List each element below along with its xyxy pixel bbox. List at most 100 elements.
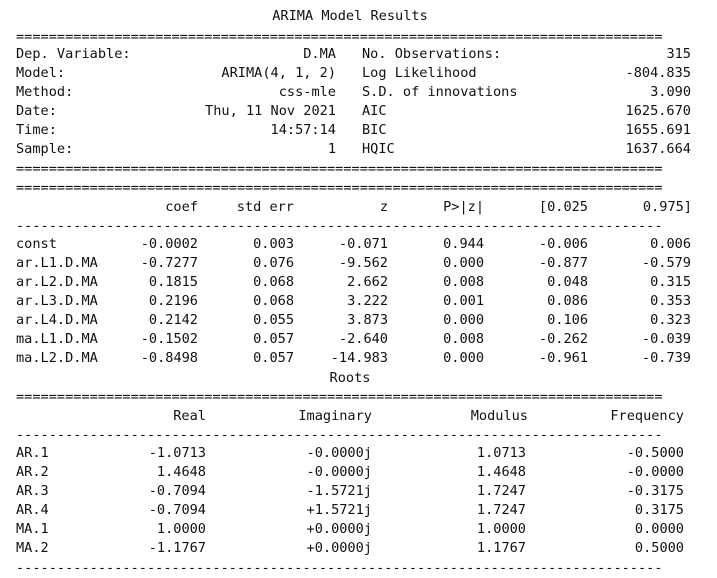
ci-high-value: 0.315 <box>650 274 691 290</box>
summary-row: Sample: 1 HQIC 1637.664 <box>0 140 717 159</box>
z-value: 3.873 <box>347 312 388 328</box>
ci-high-value: -0.739 <box>641 350 691 366</box>
root-modulus-value: 1.7247 <box>476 483 526 499</box>
coef-row-name: ar.L4.D.MA <box>16 312 98 328</box>
summary-row: Model: ARIMA(4, 1, 2) Log Likelihood -804.8… <box>0 64 717 83</box>
coef-row-name: ma.L1.D.MA <box>16 331 98 347</box>
root-row-name: AR.2 <box>16 464 49 480</box>
root-row-name: AR.3 <box>16 483 49 499</box>
ci-low-value: 0.048 <box>547 274 588 290</box>
z-value: 2.662 <box>347 274 388 290</box>
p-value: 0.944 <box>443 236 484 252</box>
summary-left-label: Time: <box>16 122 57 138</box>
root-imag-value: +0.0000j <box>306 521 372 537</box>
root-real-value: 1.0000 <box>156 521 206 537</box>
p-value: 0.000 <box>443 350 484 366</box>
root-modulus-value: 1.0000 <box>476 521 526 537</box>
coef-value: -0.1502 <box>140 331 198 347</box>
root-real-value: 1.4648 <box>156 464 206 480</box>
roots-header-row: Real Imaginary Modulus Frequency <box>0 407 717 426</box>
coef-value: 0.1815 <box>148 274 198 290</box>
coef-table-row: ar.L1.D.MA -0.7277 0.076 -9.562 0.000 -0.877 -… <box>0 254 717 273</box>
roots-header-single-rule: ----------------------------------------… <box>16 427 663 443</box>
root-frequency-value: -0.5000 <box>626 445 684 461</box>
coef-header-ci-high: 0.975] <box>642 199 692 215</box>
summary-bottom-double-rule: ========================================… <box>16 161 663 177</box>
coef-row-name: const <box>16 236 57 252</box>
coef-header-stderr: std err <box>236 199 294 215</box>
coef-row-name: ma.L2.D.MA <box>16 350 98 366</box>
coef-table-row: ar.L3.D.MA 0.2196 0.068 3.222 0.001 0.086 0.35… <box>0 292 717 311</box>
coef-value: 0.2142 <box>148 312 198 328</box>
coef-table-row: ma.L2.D.MA -0.8498 0.057 -14.983 0.000 -0.961… <box>0 349 717 368</box>
coef-header-pvalue: P>|z| <box>443 199 484 215</box>
summary-right-label: HQIC <box>362 141 395 157</box>
coef-row-name: ar.L3.D.MA <box>16 293 98 309</box>
ci-low-value: 0.106 <box>547 312 588 328</box>
results-title: ARIMA Model Results <box>272 8 428 24</box>
top-double-rule: ========================================… <box>16 29 663 45</box>
p-value: 0.008 <box>443 331 484 347</box>
root-imag-value: -0.0000j <box>306 464 372 480</box>
stderr-value: 0.057 <box>253 331 294 347</box>
root-modulus-value: 1.1767 <box>476 540 526 556</box>
ci-low-value: -0.877 <box>538 255 588 271</box>
root-imag-value: -0.0000j <box>306 445 372 461</box>
root-real-value: -0.7094 <box>148 483 206 499</box>
stderr-value: 0.003 <box>253 236 294 252</box>
coef-value: -0.0002 <box>140 236 198 252</box>
p-value: 0.008 <box>443 274 484 290</box>
summary-right-label: S.D. of innovations <box>362 84 518 100</box>
coef-row-name: ar.L2.D.MA <box>16 274 98 290</box>
coef-row-name: ar.L1.D.MA <box>16 255 98 271</box>
z-value: -0.071 <box>338 236 388 252</box>
stderr-value: 0.076 <box>253 255 294 271</box>
root-imag-value: -1.5721j <box>306 483 372 499</box>
coef-header-coef: coef <box>165 199 198 215</box>
root-frequency-value: 0.0000 <box>634 521 684 537</box>
stderr-value: 0.068 <box>253 293 294 309</box>
root-row-name: MA.1 <box>16 521 49 537</box>
root-row-name: AR.1 <box>16 445 49 461</box>
ci-low-value: 0.086 <box>547 293 588 309</box>
root-modulus-value: 1.4648 <box>476 464 526 480</box>
summary-left-value: 14:57:14 <box>270 122 336 138</box>
root-frequency-value: 0.3175 <box>634 502 684 518</box>
coef-table-row: ar.L4.D.MA 0.2142 0.055 3.873 0.000 0.106 0.32… <box>0 311 717 330</box>
ci-high-value: 0.323 <box>650 312 691 328</box>
ci-high-value: 0.353 <box>650 293 691 309</box>
coef-table-row: const -0.0002 0.003 -0.071 0.944 -0.006 0.006 <box>0 235 717 254</box>
root-real-value: -1.1767 <box>148 540 206 556</box>
summary-right-value: 1625.670 <box>625 103 691 119</box>
roots-header-frequency: Frequency <box>610 408 684 424</box>
root-real-value: -1.0713 <box>148 445 206 461</box>
root-modulus-value: 1.7247 <box>476 502 526 518</box>
summary-row: Dep. Variable: D.MA No. Observations: 315 <box>0 45 717 64</box>
roots-top-double-rule: ========================================… <box>16 389 663 405</box>
roots-table-row: AR.3 -0.7094 -1.5721j 1.7247 -0.3175 <box>0 482 717 501</box>
summary-left-value: css-mle <box>278 84 336 100</box>
ci-high-value: -0.039 <box>641 331 691 347</box>
p-value: 0.000 <box>443 312 484 328</box>
root-real-value: -0.7094 <box>148 502 206 518</box>
z-value: -9.562 <box>338 255 388 271</box>
summary-left-label: Method: <box>16 84 74 100</box>
coef-header-ci-low: [0.025 <box>538 199 588 215</box>
summary-left-value: ARIMA(4, 1, 2) <box>221 65 336 81</box>
z-value: -2.640 <box>338 331 388 347</box>
root-frequency-value: 0.5000 <box>634 540 684 556</box>
summary-right-label: Log Likelihood <box>362 65 477 81</box>
summary-row: Date: Thu, 11 Nov 2021 AIC 1625.670 <box>0 102 717 121</box>
z-value: 3.222 <box>347 293 388 309</box>
summary-left-label: Model: <box>16 65 66 81</box>
roots-table-row: MA.1 1.0000 +0.0000j 1.0000 0.0000 <box>0 520 717 539</box>
ci-high-value: 0.006 <box>650 236 691 252</box>
summary-right-value: 1655.691 <box>625 122 691 138</box>
summary-left-value: 1 <box>327 141 336 157</box>
roots-table-row: AR.4 -0.7094 +1.5721j 1.7247 0.3175 <box>0 501 717 520</box>
coef-table-row: ar.L2.D.MA 0.1815 0.068 2.662 0.008 0.048 0.31… <box>0 273 717 292</box>
ci-high-value: -0.579 <box>641 255 691 271</box>
roots-title: Roots <box>329 370 371 386</box>
summary-row: Time: 14:57:14 BIC 1655.691 <box>0 121 717 140</box>
coef-header-row: coef std err z P>|z| [0.025 0.975] <box>0 198 717 217</box>
